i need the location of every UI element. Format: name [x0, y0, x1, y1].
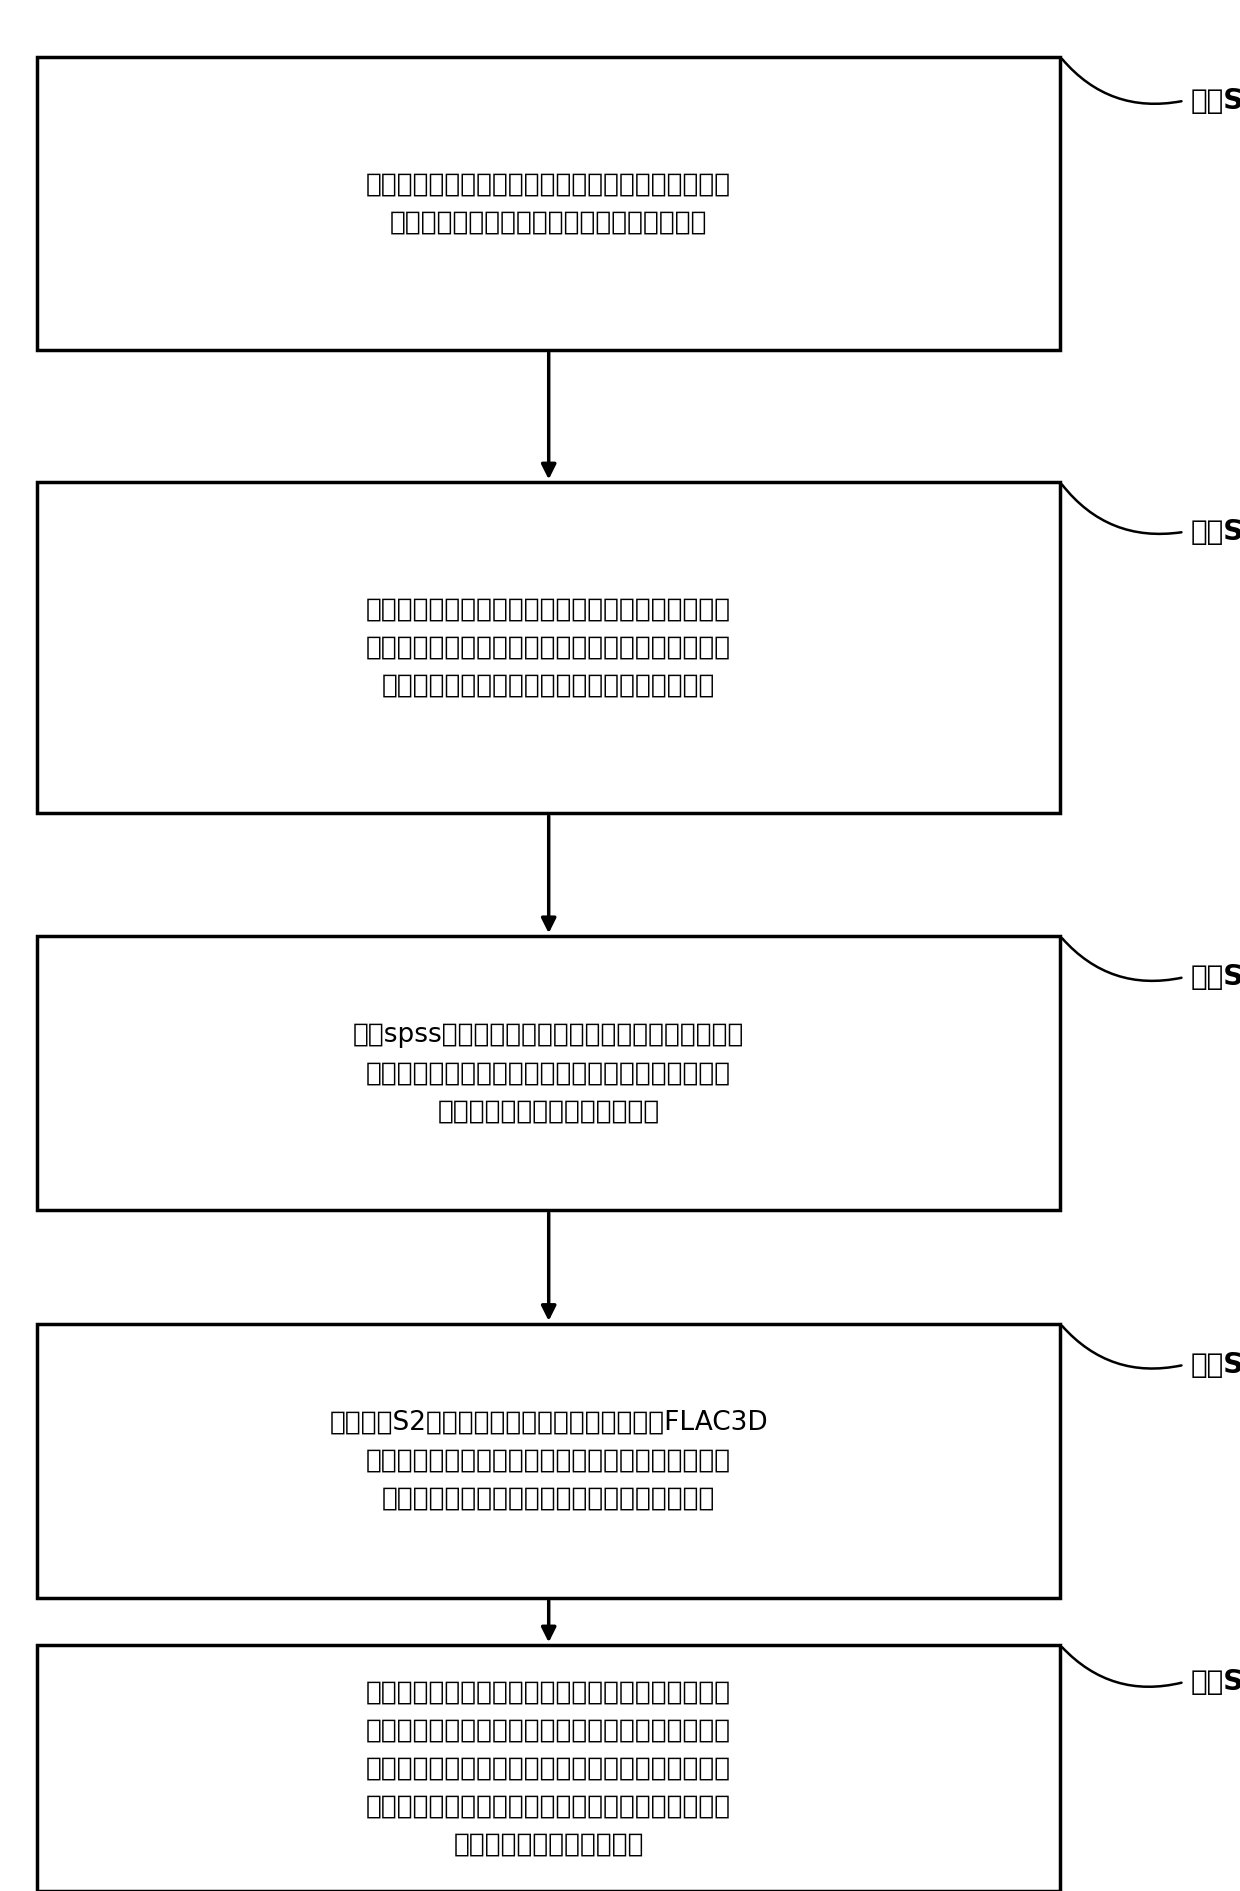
Bar — [37, 1645, 1060, 1891]
Bar — [37, 936, 1060, 1210]
Bar — [37, 57, 1060, 350]
Text: 针对数値模拟结果的变形特性，基于影响地层的变形
参数信息和影响管片的上浮参数信息的分类情况，对
相应的分类情况下的掘进参数进行调试，直到模拟结
果达到预设变形要: 针对数値模拟结果的变形特性，基于影响地层的变形 参数信息和影响管片的上浮参数信息… — [366, 1679, 732, 1857]
Text: 在试验段的施工现场模拟时，布置监测面和监测点，
收集整理模拟施工中各项施工参数信息，从而确定盾
构机通过目标水道期间的初步拟定掘进参数值；: 在试验段的施工现场模拟时，布置监测面和监测点， 收集整理模拟施工中各项施工参数信… — [366, 598, 732, 698]
Text: 在全线施工段根据水文地质情况选取与目标水道下方
地质情况相同的试验段，进行施工现场模拟；: 在全线施工段根据水文地质情况选取与目标水道下方 地质情况相同的试验段，进行施工现… — [366, 172, 732, 234]
Text: 根据步骤S2得到的初步拟定掘进参数值，采用FLAC3D
软件对盾构下穿水道进行数値模拟，根据地层的沉降
和管片上浮情况对初步拟定施工参数进行修正；: 根据步骤S2得到的初步拟定掘进参数值，采用FLAC3D 软件对盾构下穿水道进行数… — [330, 1411, 768, 1511]
Text: 步骤S1: 步骤S1 — [1190, 87, 1240, 115]
Text: 步骤S2: 步骤S2 — [1190, 518, 1240, 546]
Text: 利用spss软件，采用聚类分析的方法将所述施工参数
信息分成两类，一类为影响地层的变形参数信息，一
类为影响管片的上浮参数信息；: 利用spss软件，采用聚类分析的方法将所述施工参数 信息分成两类，一类为影响地层… — [353, 1023, 744, 1123]
Text: 步骤S4: 步骤S4 — [1190, 1350, 1240, 1379]
Bar — [37, 482, 1060, 813]
Text: 步骤S5: 步骤S5 — [1190, 1668, 1240, 1696]
Text: 步骤S3: 步骤S3 — [1190, 963, 1240, 991]
Bar — [37, 1324, 1060, 1598]
